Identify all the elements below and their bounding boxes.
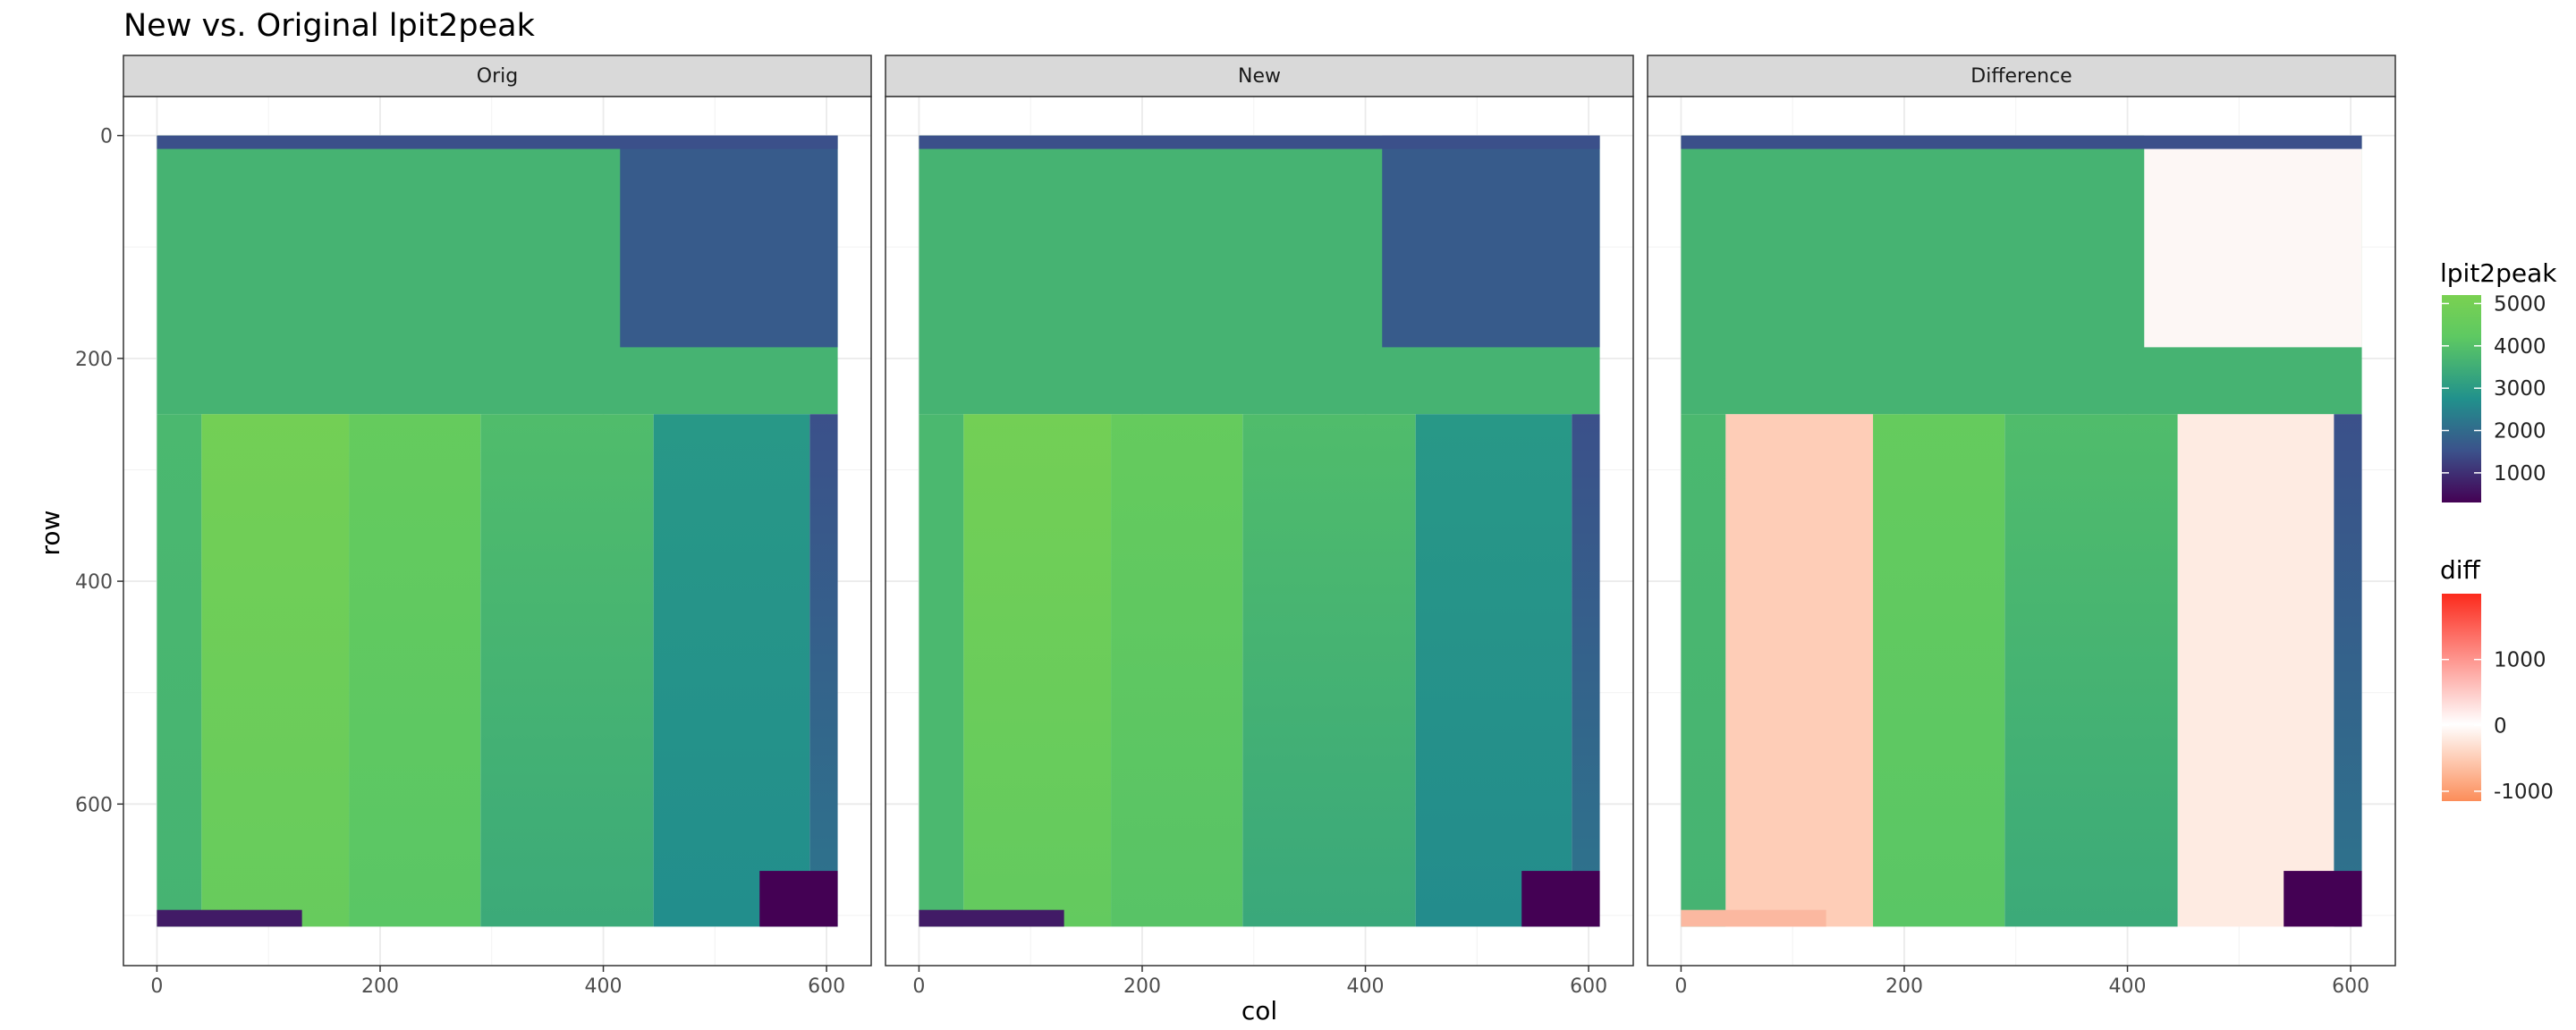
x-tick-label: 0 [912,975,925,998]
y-tick-label: 0 [100,126,113,148]
panel-orig: Orig 0 200 400 600 0 200 400 600 [75,55,872,998]
x-tick-label: 200 [1885,975,1923,998]
raster-band [653,414,810,927]
x-tick-label: 600 [2332,975,2369,998]
panel-border [1647,96,2396,967]
raster-band [1873,414,2005,927]
raster-band [1681,414,1726,927]
legend-tick-label: 1000 [2494,649,2546,672]
raster-corner-patch [1521,871,1600,927]
raster-band [2004,414,2178,927]
panel-difference: Difference 0 200 400 600 [1647,55,2396,998]
x-tick-label: 0 [150,975,163,998]
panel-new: New 0 200 400 600 [885,55,1634,998]
raster-top-edge [1681,135,2362,149]
raster-band [201,414,350,927]
legend-tick-label: 3000 [2494,377,2546,401]
raster-top-edge [157,135,838,149]
raster-band [1242,414,1416,927]
legend-tick-label: 0 [2494,714,2507,738]
raster-top-right-block [620,135,838,348]
facet-strip [1647,55,2396,97]
x-tick-label: 200 [361,975,399,998]
raster-corner-patch [919,909,1064,927]
x-tick-label: 400 [2109,975,2147,998]
raster-band [1415,414,1572,927]
x-axis-title: col [1241,996,1277,1026]
legend-tick-label: 4000 [2494,335,2546,359]
heatmap-raster [919,135,1600,927]
raster-band [963,414,1112,927]
x-tick-label: 600 [808,975,845,998]
raster-band [2177,414,2334,927]
legend-tick-label: 1000 [2494,462,2546,485]
facet-strip-label: New [1238,65,1281,88]
facet-strip-label: Difference [1970,65,2072,88]
legend-title: lpit2peak [2440,258,2557,288]
legend-tick-label: 2000 [2494,420,2546,443]
raster-band [1572,414,1600,927]
y-tick-label: 200 [75,349,113,371]
facet-strip-label: Orig [477,65,518,88]
facet-strip [123,55,872,97]
raster-top-edge [919,135,1600,149]
legend-colorbar [2442,594,2481,801]
heatmap-raster [157,135,838,927]
x-tick-label: 400 [1347,975,1385,998]
x-tick-label: 0 [1674,975,1687,998]
legend-lpit2peak: lpit2peak 5000 4000 3000 2000 1000 [2440,258,2557,502]
raster-band [1111,414,1243,927]
legend-tick-label: -1000 [2494,781,2554,804]
raster-band [919,414,964,927]
legend-title: diff [2440,555,2481,585]
raster-corner-patch [1681,909,1826,927]
x-tick-label: 200 [1123,975,1161,998]
raster-band [349,414,481,927]
raster-corner-patch [157,909,302,927]
raster-band [2334,414,2362,927]
raster-corner-patch [759,871,838,927]
raster-band [480,414,654,927]
heatmap-raster [1681,135,2362,927]
y-axis-title: row [36,511,65,556]
legend-diff: diff 1000 0 -1000 [2440,555,2554,804]
panel-border [123,96,872,967]
raster-top-right-block [2144,135,2362,348]
x-tick-label: 400 [585,975,623,998]
y-tick-label: 600 [75,794,113,816]
raster-top-right-block [1382,135,1600,348]
legend-tick-label: 5000 [2494,292,2546,316]
legend-colorbar [2442,295,2481,502]
raster-corner-patch [2284,871,2362,927]
legends: lpit2peak 5000 4000 3000 2000 1000 diff 1000 0 -1… [2440,258,2557,804]
chart-title: New vs. Original lpit2peak [123,8,536,44]
y-tick-label: 400 [75,571,113,594]
raster-band [157,414,202,927]
raster-band [1725,414,1874,927]
panel-border [885,96,1634,967]
raster-band [809,414,838,927]
x-tick-label: 600 [1570,975,1607,998]
